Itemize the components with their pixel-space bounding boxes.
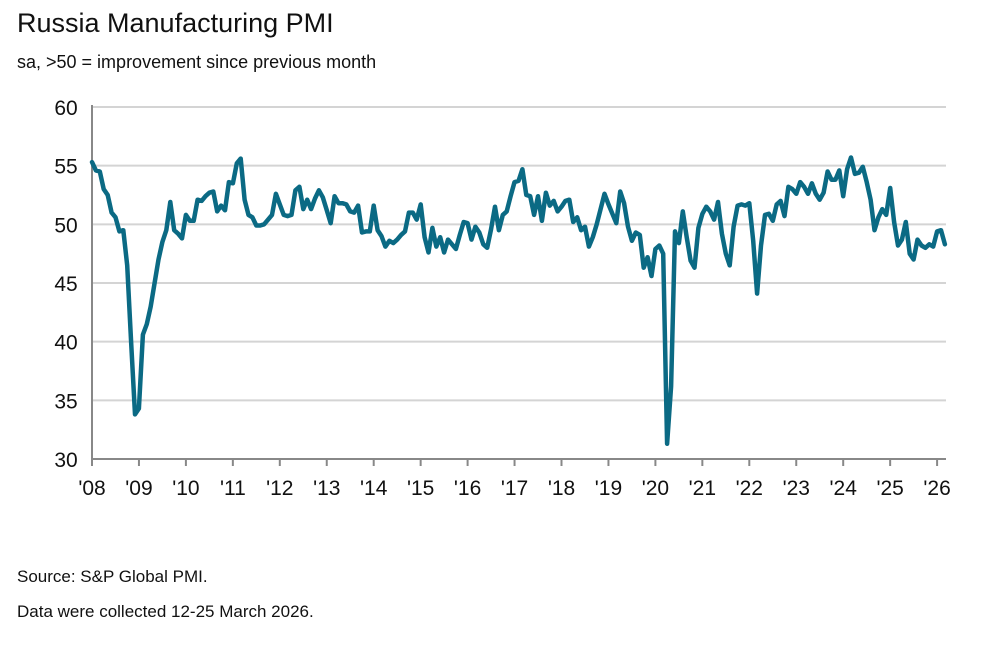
gridlines [92, 106, 946, 402]
y-tick-label: 35 [54, 390, 77, 413]
x-tick-label: '15 [407, 477, 434, 500]
x-tick-label: '26 [923, 477, 950, 500]
x-tick-label: '21 [689, 477, 716, 500]
x-tick-label: '14 [360, 477, 388, 500]
x-tick-label: '24 [830, 477, 858, 500]
x-tick-label: '19 [595, 477, 622, 500]
x-tick-label: '09 [125, 477, 152, 500]
x-tick-label: '10 [172, 477, 199, 500]
y-tick-label: 50 [54, 214, 77, 237]
chart-title: Russia Manufacturing PMI [17, 8, 334, 38]
x-tick-label: '11 [220, 477, 246, 500]
source-note: Source: S&P Global PMI. [17, 567, 208, 586]
pmi-series-line [89, 155, 948, 446]
x-tick-label: '25 [876, 477, 903, 500]
axes: 30 35 40 45 50 55 60 '08 '09 '10 '11 '12 '13 '14 '15 '1… [54, 97, 950, 500]
y-tick-label: 45 [54, 273, 77, 296]
series [89, 155, 948, 446]
x-tick-label: '18 [548, 477, 575, 500]
x-tick-label: '13 [313, 477, 340, 500]
x-tick-label: '16 [454, 477, 481, 500]
y-tick-label: 60 [54, 97, 77, 120]
chart-subtitle: sa, >50 = improvement since previous mon… [17, 52, 377, 72]
x-tick-label: '22 [736, 477, 763, 500]
x-tick-label: '12 [266, 477, 293, 500]
collection-note: Data were collected 12-25 March 2026. [17, 602, 314, 621]
x-tick-label: '08 [78, 477, 105, 500]
y-tick-label: 30 [54, 449, 77, 472]
y-tick-label: 40 [54, 332, 77, 355]
x-tick-label: '17 [501, 477, 528, 500]
x-tick-label: '23 [783, 477, 810, 500]
x-tick-label: '20 [642, 477, 669, 500]
y-tick-label: 55 [54, 156, 77, 179]
